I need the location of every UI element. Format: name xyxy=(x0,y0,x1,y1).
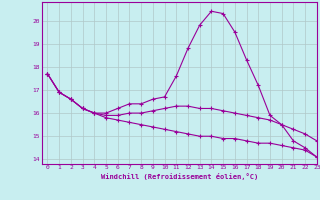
X-axis label: Windchill (Refroidissement éolien,°C): Windchill (Refroidissement éolien,°C) xyxy=(100,173,258,180)
